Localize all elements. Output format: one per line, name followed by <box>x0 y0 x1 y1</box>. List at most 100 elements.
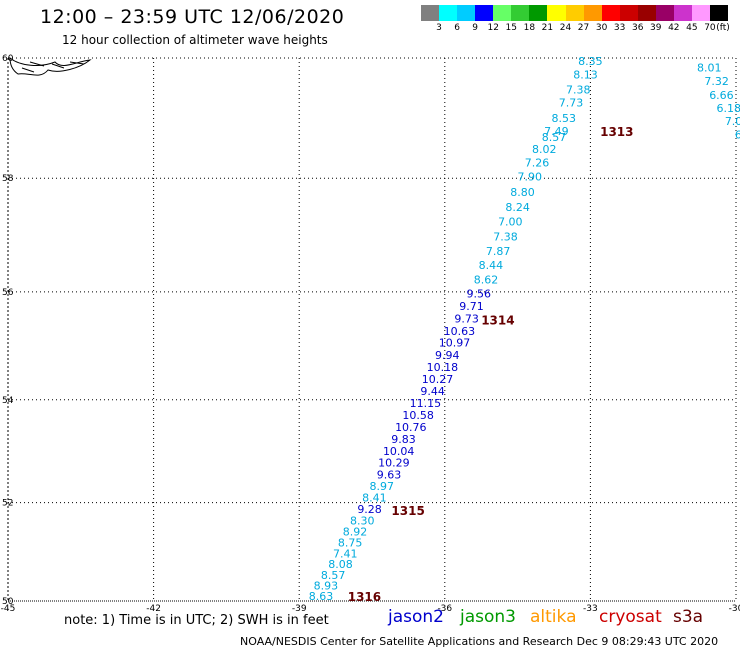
wave-height-value: 7.0 <box>725 115 740 128</box>
wave-height-value: 9.73 <box>454 312 479 325</box>
legend-label: 39 <box>650 23 662 33</box>
legend-swatch <box>439 5 458 21</box>
wave-height-value: 8.57 <box>321 569 346 582</box>
legend-label: 18 <box>523 23 536 33</box>
wave-height-value: 7.49 <box>544 125 569 138</box>
legend-swatch <box>547 5 566 21</box>
footer-note: note: 1) Time is in UTC; 2) SWH is in fe… <box>64 613 329 628</box>
legend-label: 6 <box>454 23 460 33</box>
satellite-jason3: jason3 <box>460 607 516 627</box>
legend-swatch <box>421 5 440 21</box>
wave-height-value: 9.63 <box>377 468 402 481</box>
pass-labels: 1313 1314 1315 1316 <box>348 125 634 604</box>
legend-swatch <box>511 5 530 21</box>
wave-height-value: 8.24 <box>505 201 530 214</box>
wave-height-value: 7.26 <box>525 156 550 169</box>
pass-number: 1313 <box>600 125 633 139</box>
satellite-jason2: jason2 <box>388 607 444 627</box>
wave-height-value: 8.01 <box>697 61 722 74</box>
satellite-s3a: s3a <box>673 607 704 627</box>
lon-tick-label: -42 <box>146 604 161 614</box>
wave-height-value: 11.15 <box>410 397 442 410</box>
satellite-cryosat: cryosat <box>599 607 662 627</box>
wave-height-value: 10.58 <box>402 409 434 422</box>
legend-label: 33 <box>613 23 626 33</box>
page-subtitle: 12 hour collection of altimeter wave hei… <box>62 33 328 47</box>
wave-height-value: 9.71 <box>459 300 484 313</box>
wave-height-value: 9.83 <box>391 433 416 446</box>
wave-height-value: 7.90 <box>517 170 542 183</box>
wave-height-value: 8.93 <box>314 580 339 593</box>
legend-label: 12 <box>487 23 499 33</box>
legend-label: 70 <box>704 23 716 33</box>
wave-height-value: 8.13 <box>573 69 598 82</box>
wave-height-value: 7.38 <box>566 83 591 96</box>
wave-height-value: 10.29 <box>378 457 410 470</box>
legend-label: 24 <box>559 23 572 33</box>
pass-number: 1315 <box>391 504 424 518</box>
wave-height-value: 8.30 <box>350 515 375 528</box>
wave-height-value: 10.27 <box>422 373 454 386</box>
wave-height-value: 9.28 <box>357 503 382 516</box>
wave-height-value: 7.41 <box>333 547 358 560</box>
wave-height-value: 10.97 <box>439 337 471 350</box>
wave-height-value: 8.63 <box>309 590 334 603</box>
wave-height-value: 10.63 <box>444 325 476 338</box>
legend-label: 42 <box>668 23 680 33</box>
legend-swatch <box>691 5 710 21</box>
wave-height-value: 6.18 <box>716 102 740 115</box>
map-grid <box>7 57 737 602</box>
legend-swatch <box>529 5 548 21</box>
legend-label: 9 <box>472 23 479 33</box>
legend-unit: (ft) <box>716 23 730 33</box>
wave-height-value: 8.97 <box>369 480 394 493</box>
wave-height-value: 8.08 <box>328 558 353 571</box>
pass-number: 1316 <box>348 590 381 604</box>
lat-tick-label: 52 <box>2 499 13 509</box>
lat-tick-label: 54 <box>2 396 14 406</box>
lon-tick-label: -33 <box>583 604 598 614</box>
wave-height-value: 6.66 <box>709 89 734 102</box>
lon-tick-label: -39 <box>292 604 307 614</box>
wave-height-value: 9.44 <box>420 385 445 398</box>
wave-height-value: 8.92 <box>343 526 368 539</box>
wave-height-value: 9.56 <box>467 288 492 301</box>
legend-label: 3 <box>436 23 442 33</box>
wave-height-value: 8.53 <box>551 112 576 125</box>
wave-height-value: 7.87 <box>486 245 511 258</box>
lon-tick-label: -36 <box>437 604 452 614</box>
legend-swatch <box>673 5 692 21</box>
legend-label: 27 <box>577 23 590 33</box>
legend-label: 45 <box>686 23 698 33</box>
legend-label: 30 <box>595 23 608 33</box>
wave-height-value: 8.62 <box>474 274 499 287</box>
credit-line: NOAA/NESDIS Center for Satellite Applica… <box>240 635 719 648</box>
legend-swatch <box>655 5 674 21</box>
wave-height-value: 7.38 <box>493 230 518 243</box>
legend-label: 15 <box>505 23 518 33</box>
greenland-coastline <box>9 56 92 76</box>
satellite-altika: altika <box>530 607 577 627</box>
legend-swatch <box>637 5 656 21</box>
legend-swatch <box>565 5 584 21</box>
wave-height-value: 10.76 <box>395 421 427 434</box>
lat-tick-label: 58 <box>2 174 14 184</box>
color-legend: 3 6 9 12 15 18 21 24 27 30 33 36 39 42 45 70 (ft) <box>421 5 730 37</box>
wave-height-value: 8.80 <box>510 186 535 199</box>
wave-height-value: 9.94 <box>435 349 460 362</box>
wave-height-value: 8.41 <box>362 492 387 505</box>
wave-height-value: 8.75 <box>338 536 363 549</box>
altimeter-tracks: 8.358.137.387.738.537.498.578.027.267.90… <box>309 55 740 603</box>
axis-tick-labels: -45 -42 -39 -36 -33 -30 60 58 56 54 52 50 <box>1 54 740 614</box>
lat-tick-label: 50 <box>2 597 14 607</box>
wave-height-value: 8.02 <box>532 143 557 156</box>
legend-swatch <box>710 5 729 21</box>
lon-tick-label: -45 <box>1 604 16 614</box>
lat-tick-label: 60 <box>2 54 14 64</box>
page-title: 12:00 – 23:59 UTC 12/06/2020 <box>40 6 345 28</box>
wave-height-value: 7.73 <box>559 97 584 110</box>
wave-height-value: 7.00 <box>498 216 523 229</box>
legend-swatch <box>493 5 512 21</box>
wave-height-value: 7.32 <box>704 75 729 88</box>
legend-swatch <box>583 5 602 21</box>
